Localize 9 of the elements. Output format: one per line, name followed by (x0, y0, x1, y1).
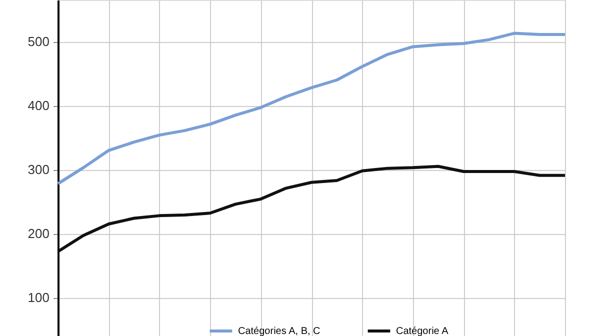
legend-label: Catégorie A (396, 326, 449, 336)
y-tick-label: 100 (28, 290, 50, 306)
legend-label: Catégories A, B, C (238, 326, 320, 336)
line-series (56, 32, 566, 186)
y-tick-label: 400 (28, 98, 50, 114)
y-tick-label: 300 (28, 162, 50, 178)
y-tick-label: 200 (28, 226, 50, 242)
line-series (56, 164, 566, 254)
y-tick-label: 500 (28, 34, 50, 50)
